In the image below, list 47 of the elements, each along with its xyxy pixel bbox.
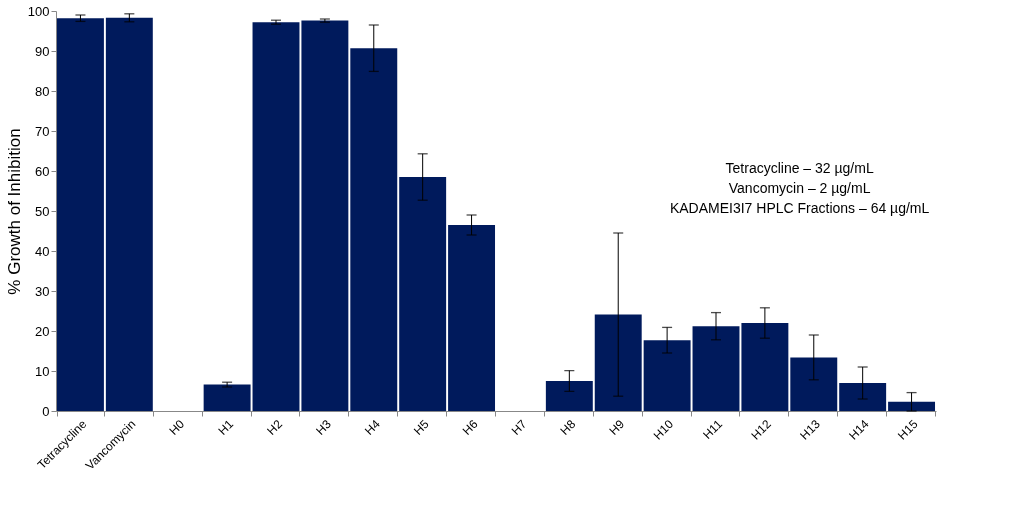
- bar: [448, 225, 496, 411]
- x-tick-label: H2: [264, 416, 286, 438]
- bar: [350, 48, 398, 411]
- x-tick-label: H11: [700, 416, 726, 442]
- x-tick-label: H4: [362, 416, 383, 438]
- bar: [203, 384, 251, 411]
- bar: [399, 177, 447, 411]
- y-axis-title: % Growth of Inhibition: [4, 128, 24, 295]
- y-tick-label: 20: [35, 323, 50, 339]
- y-tick-label: 10: [35, 363, 50, 379]
- y-tick-label: 60: [35, 163, 50, 179]
- x-tick-label: H5: [410, 416, 432, 438]
- x-tick-label: H0: [166, 416, 188, 438]
- bar: [594, 314, 642, 411]
- bar: [545, 381, 593, 411]
- bar: [105, 17, 153, 411]
- bar: [888, 401, 936, 411]
- x-tick-label: H15: [895, 416, 921, 443]
- y-tick-label: 50: [35, 203, 50, 219]
- bar: [643, 340, 691, 411]
- x-tick-label: H6: [459, 416, 481, 438]
- x-tick-label: H7: [508, 416, 530, 438]
- y-tick-label: 70: [35, 123, 50, 139]
- y-tick-label: 0: [42, 403, 50, 419]
- x-tick-label: H3: [313, 416, 335, 438]
- annotation: Tetracycline – 32 µg/mL: [725, 160, 874, 176]
- x-tick-label: H9: [606, 416, 628, 438]
- bar: [790, 357, 838, 411]
- bar: [252, 22, 300, 411]
- bar: [301, 20, 349, 411]
- bar: [741, 323, 789, 411]
- bar: [839, 383, 887, 411]
- annotation: Vancomycin – 2 µg/mL: [728, 180, 871, 196]
- y-tick-label: 30: [35, 283, 50, 299]
- x-tick-label: H1: [215, 416, 237, 438]
- x-tick-label: H13: [797, 416, 823, 443]
- y-tick-label: 90: [35, 43, 50, 59]
- x-tick-label: H10: [650, 416, 677, 443]
- bar: [692, 326, 740, 411]
- y-tick-label: 40: [35, 243, 50, 259]
- x-tick-label: H8: [557, 416, 579, 438]
- x-tick-label: H14: [846, 416, 872, 443]
- bar: [56, 18, 104, 411]
- x-tick-label: H12: [748, 416, 775, 443]
- y-tick-label: 100: [27, 3, 50, 19]
- y-tick-label: 80: [35, 83, 50, 99]
- annotation: KADAMEI3I7 HPLC Fractions – 64 µg/mL: [669, 200, 930, 216]
